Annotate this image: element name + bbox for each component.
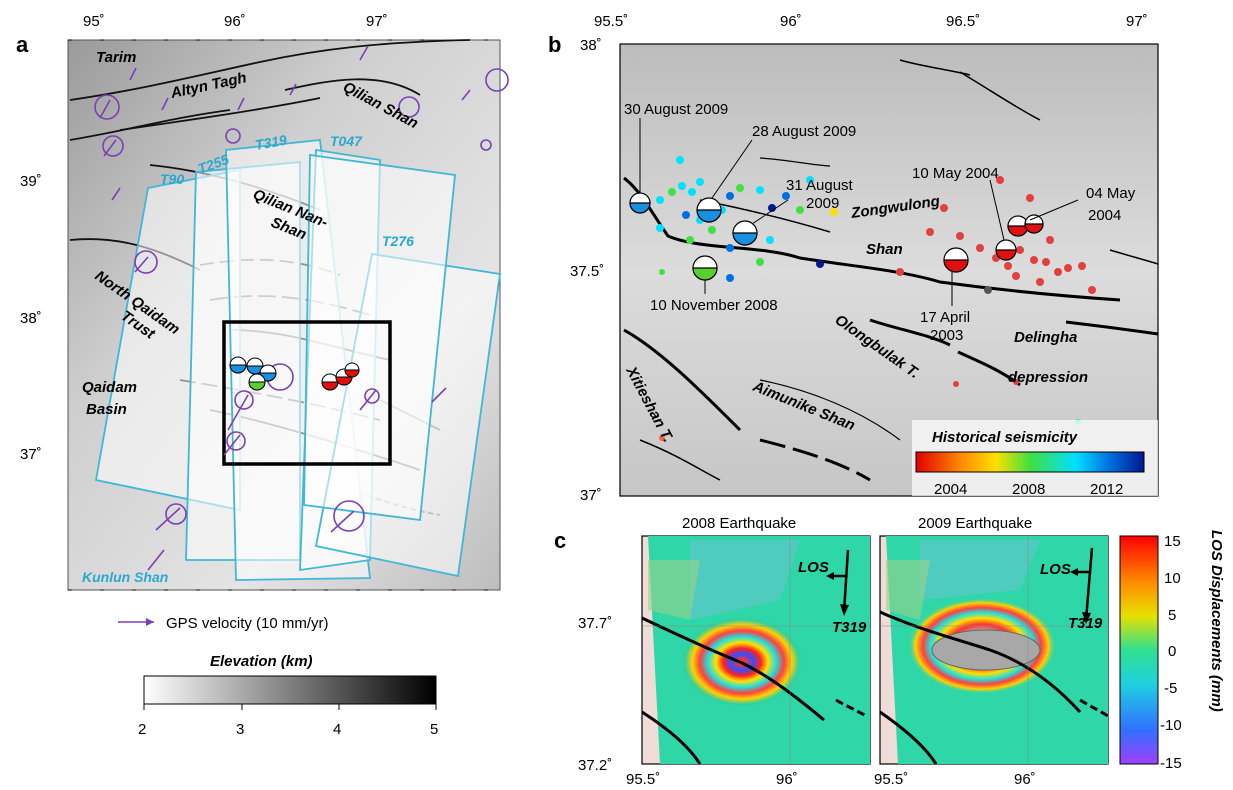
study-area-box [222,320,392,466]
b-lat-tick-37: 37˚ [580,487,602,504]
gps-vectors [94,45,509,571]
b-lat-tick-37-5: 37.5˚ [570,263,604,280]
track-t319b [303,153,456,522]
event-04-may: 04 May [1086,185,1136,202]
gps-legend-label: GPS velocity (10 mm/yr) [166,615,329,632]
event-28-august-2009: 28 August 2009 [752,123,856,140]
seismicity-dots [656,156,1096,441]
label-track-t90: T90 [160,171,184,187]
b-lon-tick-96-5: 96.5˚ [946,13,980,30]
label-tarim: Tarim [96,49,136,66]
los-tick-5: 5 [1168,607,1176,624]
b-lon-tick-96: 96˚ [780,13,802,30]
event-17-april: 17 April [920,309,970,326]
label-depression: depression [1008,369,1088,386]
elevation-title: Elevation (km) [210,653,313,670]
event-10-may-2004: 10 May 2004 [912,165,999,182]
los-label-2008: LOS [798,559,829,576]
los-tick-0: 0 [1168,643,1176,660]
track-label-2009: T319 [1068,615,1103,632]
panel-b: b 95.5˚ 96˚ 96.5˚ 97˚ 38˚ 37.5˚ 37˚ [548,13,1159,504]
event-10-november-2008: 10 November 2008 [650,297,778,314]
seis-tick-2004: 2004 [934,481,967,498]
elev-tick-3: 3 [236,721,244,738]
a-lat-tick-38: 38˚ [20,310,42,327]
label-zongwulong-shan: Shan [866,241,903,258]
title-2009-earthquake: 2009 Earthquake [918,515,1032,532]
c-lat-tick-37-2: 37.2˚ [578,757,612,774]
c-lat-tick-37-7: 37.7˚ [578,615,612,632]
los-colorbar: 15 10 5 0 -5 -10 -15 LOS Displacements (… [1119,530,1225,772]
los-label-2009: LOS [1040,561,1071,578]
elev-tick-2: 2 [138,721,146,738]
panel-b-focal-mechanisms [629,192,1044,281]
label-track-t047: T047 [330,133,363,149]
a-lon-tick-96: 96˚ [224,13,246,30]
label-qaidam: Qaidam [82,379,137,396]
panel-b-letter: b [548,32,561,57]
los-tick-10: 10 [1164,570,1181,587]
los-tick-m10: -10 [1160,717,1182,734]
a-lon-tick-95: 95˚ [83,13,105,30]
event-17-april-year: 2003 [930,327,963,344]
panel-a: a 95˚ 96˚ 97˚ 39˚ 38˚ 37˚ Tarim Altyn Ta… [16,13,509,738]
b-lat-tick-38: 38˚ [580,37,602,54]
label-delingha: Delingha [1014,329,1077,346]
a-lat-tick-37: 37˚ [20,446,42,463]
seis-tick-2012: 2012 [1090,481,1123,498]
title-2008-earthquake: 2008 Earthquake [682,515,796,532]
event-30-august-2009: 30 August 2009 [624,101,728,118]
los-colorbar-label: LOS Displacements (mm) [1208,530,1225,712]
gps-legend: GPS velocity (10 mm/yr) [118,615,329,632]
los-tick-15: 15 [1164,533,1181,550]
panel-a-focal-mechanisms [229,356,360,391]
label-track-t319: T319 [254,132,288,153]
event-31-august-year: 2009 [806,195,839,212]
a-lon-tick-97: 97˚ [366,13,388,30]
panel-a-letter: a [16,32,29,57]
los-tick-m15: -15 [1160,755,1182,772]
panel-c-letter: c [554,528,566,553]
panel-b-leaders [639,118,1079,306]
c-lon-tick-95-5-a: 95.5˚ [626,771,660,788]
event-04-may-year: 2004 [1088,207,1121,224]
interferogram-2009: LOS T319 [879,535,1109,765]
label-track-t276: T276 [382,233,414,249]
label-kunlun-shan: Kunlun Shan [82,569,168,585]
elev-tick-5: 5 [430,721,438,738]
seismicity-title: Historical seismicity [932,429,1078,446]
interferogram-2008: LOS T319 [641,535,871,765]
event-31-august: 31 August [786,177,854,194]
b-lon-tick-97: 97˚ [1126,13,1148,30]
elev-tick-4: 4 [333,721,341,738]
c-lon-tick-96-b: 96˚ [1014,771,1036,788]
a-lat-tick-39: 39˚ [20,173,42,190]
label-basin: Basin [86,401,127,418]
elevation-colorbar: Elevation (km) 2 3 4 5 [138,653,438,738]
los-tick-m5: -5 [1164,680,1177,697]
track-label-2008: T319 [832,619,867,636]
b-lon-tick-95-5: 95.5˚ [594,13,628,30]
seis-tick-2008: 2008 [1012,481,1045,498]
c-lon-tick-95-5-b: 95.5˚ [874,771,908,788]
seismicity-colorbar: Historical seismicity 2004 2008 2012 [912,420,1158,498]
panel-c: c 2008 Earthquake 2009 Earthquake 37.7˚ … [554,515,1225,788]
c-lon-tick-96-a: 96˚ [776,771,798,788]
